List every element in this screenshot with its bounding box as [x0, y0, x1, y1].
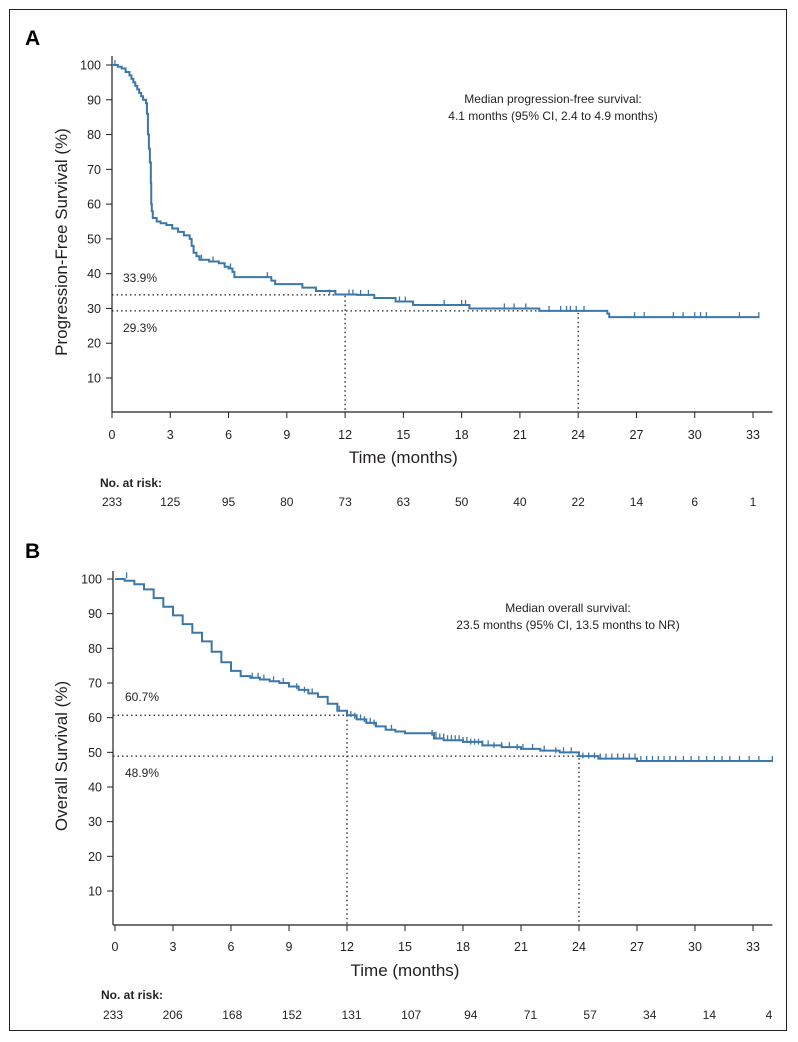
y-axis-title: Overall Survival (%): [52, 681, 71, 831]
x-tick-label: 9: [286, 940, 293, 954]
median-annotation-line: Median overall survival:: [505, 601, 630, 615]
x-tick-label: 27: [630, 940, 644, 954]
risk-table-number: 131: [342, 1008, 362, 1022]
figure-frame: A 10 20 30 40 50 60 70 80 90 100 0 3 6 9 12 15 18 21 24 27 30…: [9, 9, 787, 1031]
y-tick-label: 80: [87, 128, 101, 142]
x-axis-title: Time (months): [351, 961, 460, 980]
y-tick-label: 90: [87, 93, 101, 107]
x-tick-label: 15: [396, 428, 410, 442]
x-tick-label: 12: [338, 428, 352, 442]
reference-dotted-line: [113, 714, 348, 925]
x-tick-label: 0: [112, 940, 119, 954]
risk-table-number: 73: [338, 495, 352, 509]
risk-table-number: 14: [703, 1008, 717, 1022]
risk-table-number: 233: [103, 1008, 123, 1022]
risk-table-number: 206: [163, 1008, 183, 1022]
x-tick-label: 15: [398, 940, 412, 954]
risk-table-title: No. at risk:: [101, 988, 163, 1002]
risk-table-number: 95: [222, 495, 236, 509]
risk-table-number: 168: [222, 1008, 242, 1022]
survival-curve: [112, 64, 759, 319]
risk-table-number: 57: [583, 1008, 597, 1022]
x-tick-label: 6: [225, 428, 232, 442]
risk-table-number: 22: [572, 495, 586, 509]
y-axis-title: Progression-Free Survival (%): [52, 128, 71, 356]
reference-percent-label: 48.9%: [125, 766, 159, 780]
median-annotation-line: 23.5 months (95% CI, 13.5 months to NR): [456, 618, 679, 632]
risk-table-number: 152: [282, 1008, 302, 1022]
y-tick-label: 30: [88, 815, 102, 829]
y-tick-label: 10: [87, 372, 101, 386]
x-tick-label: 30: [688, 940, 702, 954]
x-axis-title: Time (months): [349, 448, 458, 467]
risk-table-title: No. at risk:: [100, 476, 162, 490]
risk-table-number: 34: [643, 1008, 657, 1022]
y-tick-label: 50: [87, 232, 101, 246]
y-tick-label: 50: [88, 746, 102, 760]
risk-table-number: 1: [750, 495, 757, 509]
y-tick-label: 70: [87, 163, 101, 177]
y-tick-label: 20: [88, 850, 102, 864]
risk-table-number: 4: [766, 1008, 773, 1022]
x-tick-label: 24: [571, 428, 585, 442]
x-tick-label: 6: [228, 940, 235, 954]
y-tick-label: 80: [88, 642, 102, 656]
risk-table-number: 107: [401, 1008, 421, 1022]
y-tick-label: 100: [81, 573, 102, 587]
reference-percent-label: 60.7%: [125, 690, 159, 704]
risk-table-number: 94: [464, 1008, 478, 1022]
x-tick-label: 18: [455, 428, 469, 442]
x-tick-label: 21: [514, 940, 528, 954]
y-tick-label: 40: [87, 267, 101, 281]
y-tick-label: 40: [88, 781, 102, 795]
x-tick-label: 24: [572, 940, 586, 954]
y-tick-label: 70: [88, 677, 102, 691]
x-tick-label: 3: [170, 940, 177, 954]
reference-dotted-line: [113, 755, 580, 925]
y-tick-label: 60: [88, 711, 102, 725]
reference-dotted-line: [112, 294, 346, 412]
risk-table-number: 71: [524, 1008, 538, 1022]
y-tick-label: 60: [87, 198, 101, 212]
x-tick-label: 0: [109, 428, 116, 442]
x-tick-label: 30: [688, 428, 702, 442]
x-tick-label: 12: [340, 940, 354, 954]
risk-table-number: 80: [280, 495, 294, 509]
y-tick-label: 10: [88, 885, 102, 899]
risk-table-number: 6: [691, 495, 698, 509]
risk-table-number: 125: [160, 495, 180, 509]
median-annotation-line: Median progression-free survival:: [464, 92, 641, 106]
x-tick-label: 3: [167, 428, 174, 442]
x-tick-label: 33: [746, 940, 760, 954]
y-tick-label: 20: [87, 337, 101, 351]
y-tick-label: 100: [80, 59, 101, 73]
risk-table-number: 40: [513, 495, 527, 509]
y-tick-label: 90: [88, 607, 102, 621]
x-tick-label: 21: [513, 428, 527, 442]
panel-a-pfs-chart: A 10 20 30 40 50 60 70 80 90 100 0 3 6 9 12 15 18 21 24 27 30…: [25, 27, 773, 509]
x-tick-label: 33: [746, 428, 760, 442]
panel-b-os-chart: B 10 20 30 40 50 60 70 80 90 100 0 3 6 9 12 15 18 21 24 27 30…: [25, 540, 773, 1022]
x-tick-label: 27: [630, 428, 644, 442]
median-annotation-line: 4.1 months (95% CI, 2.4 to 4.9 months): [448, 109, 657, 123]
x-tick-label: 9: [283, 428, 290, 442]
panel-letter: A: [25, 27, 40, 50]
reference-dotted-line: [112, 310, 579, 412]
risk-table-number: 14: [630, 495, 644, 509]
risk-table-number: 233: [102, 495, 122, 509]
reference-percent-label: 33.9%: [123, 271, 157, 285]
y-tick-label: 30: [87, 302, 101, 316]
risk-table-number: 50: [455, 495, 469, 509]
reference-percent-label: 29.3%: [123, 321, 157, 335]
risk-table-number: 63: [397, 495, 411, 509]
x-tick-label: 18: [456, 940, 470, 954]
panel-letter: B: [25, 540, 40, 563]
